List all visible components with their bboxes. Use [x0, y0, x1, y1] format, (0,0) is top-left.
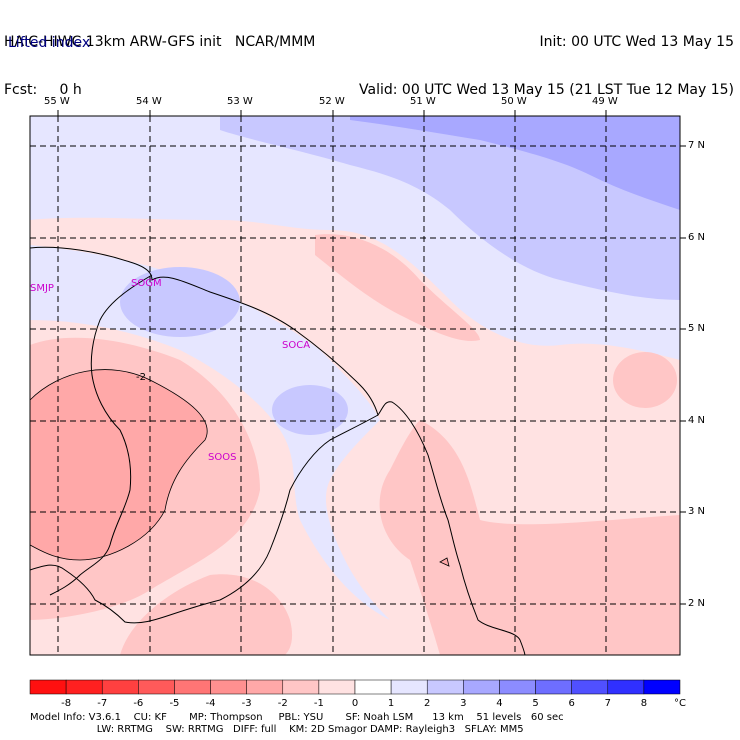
colorbar-box	[210, 679, 247, 695]
field-name: Lifted index	[8, 35, 91, 51]
colorbar-box	[607, 679, 645, 695]
model-title: HAIC-HIWC 13km ARW-GFS init NCAR/MMM	[4, 34, 316, 50]
lon-label: 55 W	[44, 96, 70, 107]
colorbar-tick-label: 5	[532, 698, 538, 709]
colorbar-tick-label: 6	[568, 698, 574, 709]
lon-label: 51 W	[410, 96, 436, 107]
colorbar-tick-label: -1	[314, 698, 324, 709]
lat-label: 3 N	[688, 506, 706, 517]
colorbar-unit: °C	[674, 698, 686, 709]
colorbar-box	[29, 679, 67, 695]
colorbar-box	[354, 679, 392, 695]
lat-label: 2 N	[688, 598, 706, 609]
colorbar-tick-label: -3	[242, 698, 252, 709]
contour-minus-2	[29, 369, 208, 561]
valid-time: Valid: 00 UTC Wed 13 May 15 (21 LST Tue …	[359, 82, 734, 98]
colorbar-box	[101, 679, 139, 695]
lon-label: 50 W	[501, 96, 527, 107]
field-pink-south	[120, 574, 293, 655]
colorbar-tick-label: -5	[169, 698, 179, 709]
colorbar-tick-label: 7	[605, 698, 611, 709]
model-info-line2: LW: RRTMG SW: RRTMG DIFF: full KM: 2D Sm…	[30, 724, 524, 735]
lat-label: 7 N	[688, 140, 706, 151]
colorbar-box	[499, 679, 536, 695]
field-pink-southeast	[379, 420, 680, 655]
colorbar-box	[246, 679, 284, 695]
header-right: Init: 00 UTC Wed 13 May 15 Valid: 00 UTC…	[359, 2, 734, 130]
lat-label: 5 N	[688, 323, 706, 334]
colorbar-tick-label: -6	[133, 698, 143, 709]
colorbar-tick-label: 8	[641, 698, 647, 709]
colorbar-box	[282, 679, 320, 695]
field-blue-ne-strong	[350, 116, 680, 210]
lon-label: 53 W	[227, 96, 253, 107]
colorbar-tick-label: -7	[97, 698, 107, 709]
colorbar-box	[643, 679, 681, 695]
field-red-small	[440, 558, 449, 566]
station-label: SOGM	[131, 278, 162, 289]
contour-label: -2	[136, 372, 146, 383]
colorbar-tick-label: 2	[424, 698, 430, 709]
station-label: SMJP	[30, 283, 54, 294]
colorbar-box	[535, 679, 572, 695]
colorbar-box	[138, 679, 175, 695]
colorbar-tick-label: -2	[278, 698, 288, 709]
lon-label: 54 W	[136, 96, 162, 107]
header-left: HAIC-HIWC 13km ARW-GFS init NCAR/MMM Fcs…	[4, 2, 315, 130]
coastline	[30, 246, 526, 655]
field-pink-east-blob	[613, 352, 677, 408]
lat-label: 6 N	[688, 232, 706, 243]
colorbar-box	[174, 679, 211, 695]
field-blue-blob-coast	[272, 385, 348, 435]
lat-label: 4 N	[688, 415, 706, 426]
graticule	[30, 116, 680, 655]
frame-ticks	[57, 110, 686, 605]
colorbar-tick-label: 4	[496, 698, 502, 709]
colorbar-tick-label: 0	[352, 698, 358, 709]
forecast-hour: Fcst: 0 h	[4, 82, 82, 98]
colorbar-tick-label: -8	[61, 698, 71, 709]
field-pink-ne-tongue	[315, 234, 480, 341]
colorbar-tick-label: -4	[206, 698, 216, 709]
colorbar-box	[426, 679, 464, 695]
init-time: Init: 00 UTC Wed 13 May 15	[539, 34, 734, 50]
station-label: SOCA	[282, 340, 311, 351]
model-info-line1: Model Info: V3.6.1 CU: KF MP: Thompson P…	[30, 712, 564, 723]
map-frame	[29, 115, 681, 656]
colorbar-box	[463, 679, 500, 695]
colorbar-box	[318, 679, 356, 695]
colorbar-box	[571, 679, 609, 695]
lon-label: 52 W	[319, 96, 345, 107]
colorbar-box	[390, 679, 428, 695]
field-light-blue-land	[30, 245, 390, 620]
station-label: SOOS	[208, 452, 237, 463]
colorbar-tick-label: 3	[460, 698, 466, 709]
colorbar-tick-label: 1	[388, 698, 394, 709]
lon-label: 49 W	[592, 96, 618, 107]
colorbar-box	[65, 679, 103, 695]
colorbar: -8 -7 -6 -5 -4 -3 -2 -1 0 1 2 3 4 5 6 7 8 °C	[29, 679, 686, 709]
contour-minus-2-small	[439, 557, 450, 567]
